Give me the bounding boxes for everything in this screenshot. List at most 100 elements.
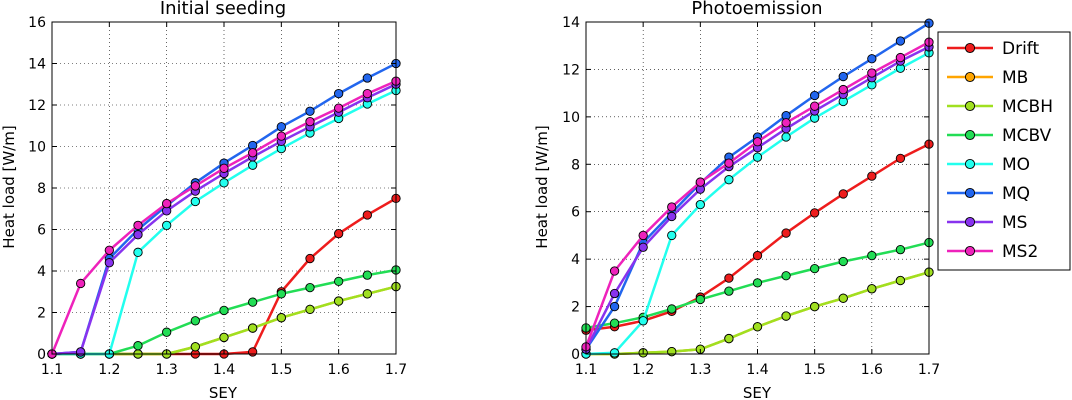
data-point bbox=[305, 282, 315, 293]
data-point bbox=[810, 208, 820, 218]
legend-marker bbox=[964, 245, 976, 257]
series-ms bbox=[47, 79, 401, 359]
data-point bbox=[276, 289, 286, 299]
data-point bbox=[162, 220, 172, 231]
legend-label: MO bbox=[1002, 155, 1030, 175]
data-point bbox=[362, 88, 372, 99]
data-point bbox=[752, 137, 763, 147]
data-point bbox=[219, 163, 229, 173]
x-tick-label: 1.2 bbox=[632, 362, 654, 378]
y-tick-label: 14 bbox=[562, 15, 580, 31]
data-point bbox=[867, 68, 877, 78]
legend-label: MB bbox=[1002, 68, 1028, 88]
y-tick-label: 0 bbox=[571, 347, 580, 363]
y-tick-label: 2 bbox=[571, 300, 580, 316]
data-point bbox=[867, 250, 877, 261]
legend-box bbox=[937, 31, 1071, 271]
legend-label: MQ bbox=[1002, 184, 1030, 204]
data-point bbox=[638, 316, 648, 326]
legend-entry-ms2: MS2 bbox=[947, 242, 1038, 262]
plot-title: Initial seeding bbox=[160, 0, 286, 19]
data-point bbox=[362, 73, 372, 83]
legend-entry-mb: MB bbox=[947, 68, 1028, 88]
data-point bbox=[190, 196, 200, 207]
legend-entry-mo: MO bbox=[947, 155, 1030, 175]
data-point bbox=[752, 278, 763, 288]
legend-marker bbox=[964, 71, 976, 83]
data-point bbox=[895, 245, 906, 255]
x-tick-label: 1.3 bbox=[156, 362, 178, 378]
data-point bbox=[609, 318, 620, 328]
x-tick-label: 1.2 bbox=[98, 362, 120, 378]
y-tick-label: 0 bbox=[37, 347, 46, 363]
data-point bbox=[838, 71, 848, 82]
legend-entry-mcbh: MCBH bbox=[947, 97, 1053, 117]
data-point bbox=[667, 202, 677, 212]
data-point bbox=[305, 253, 315, 264]
legend-marker bbox=[964, 158, 976, 170]
x-axis-label: SEY bbox=[209, 384, 238, 400]
data-point bbox=[248, 347, 258, 357]
data-point bbox=[248, 297, 258, 307]
data-point bbox=[609, 266, 620, 276]
data-point bbox=[638, 242, 648, 252]
data-point bbox=[667, 304, 677, 314]
data-point bbox=[305, 106, 315, 116]
data-point bbox=[334, 88, 344, 99]
legend-marker bbox=[964, 42, 976, 54]
x-tick-label: 1.3 bbox=[689, 362, 711, 378]
legend: Drift MB MCBH MCBV MO MQ MS MS2 bbox=[937, 31, 1071, 271]
legend-label: MS bbox=[1002, 213, 1027, 233]
x-tick-label: 1.5 bbox=[804, 362, 826, 378]
y-tick-label: 4 bbox=[37, 264, 46, 280]
data-point bbox=[362, 289, 372, 299]
data-point bbox=[362, 270, 372, 280]
data-point bbox=[609, 288, 620, 299]
data-point bbox=[276, 131, 286, 141]
y-axis-label: Heat load [W/m] bbox=[0, 125, 18, 248]
data-point bbox=[752, 322, 763, 332]
legend-label: MS2 bbox=[1002, 242, 1038, 262]
data-point bbox=[724, 175, 734, 185]
data-point bbox=[76, 278, 86, 289]
x-tick-label: 1.5 bbox=[270, 362, 292, 378]
data-point bbox=[695, 199, 705, 210]
data-point bbox=[724, 333, 734, 344]
data-point bbox=[838, 189, 848, 199]
data-point bbox=[276, 313, 286, 323]
legend-entry-mcbv: MCBV bbox=[947, 126, 1052, 146]
data-point bbox=[334, 296, 344, 306]
y-tick-label: 2 bbox=[37, 306, 46, 322]
data-point bbox=[838, 84, 848, 95]
x-tick-label: 1.6 bbox=[861, 362, 883, 378]
data-point bbox=[781, 228, 791, 238]
data-point bbox=[362, 210, 372, 220]
data-point bbox=[248, 148, 258, 158]
series-mcbv bbox=[47, 265, 401, 359]
data-point bbox=[695, 177, 705, 187]
data-point bbox=[76, 347, 86, 357]
data-point bbox=[810, 101, 820, 111]
data-point bbox=[895, 52, 906, 63]
legend-entry-drift: Drift bbox=[947, 39, 1039, 59]
series-ms2 bbox=[47, 76, 401, 359]
y-tick-label: 6 bbox=[571, 205, 580, 221]
data-point bbox=[867, 171, 877, 181]
data-point bbox=[133, 230, 143, 240]
axes-frame bbox=[585, 21, 930, 355]
y-tick-label: 10 bbox=[28, 140, 46, 156]
data-point bbox=[162, 198, 172, 209]
y-tick-label: 12 bbox=[562, 62, 580, 78]
data-point bbox=[190, 181, 200, 191]
series-line bbox=[52, 285, 397, 356]
legend-marker bbox=[964, 187, 976, 199]
data-point bbox=[190, 342, 200, 352]
data-point bbox=[190, 316, 200, 326]
y-tick-label: 6 bbox=[37, 223, 46, 239]
series-mo bbox=[581, 48, 934, 359]
y-tick-label: 16 bbox=[28, 15, 46, 31]
y-tick-label: 4 bbox=[571, 252, 580, 268]
data-point bbox=[781, 132, 791, 142]
data-point bbox=[638, 230, 648, 241]
data-point bbox=[810, 263, 820, 274]
